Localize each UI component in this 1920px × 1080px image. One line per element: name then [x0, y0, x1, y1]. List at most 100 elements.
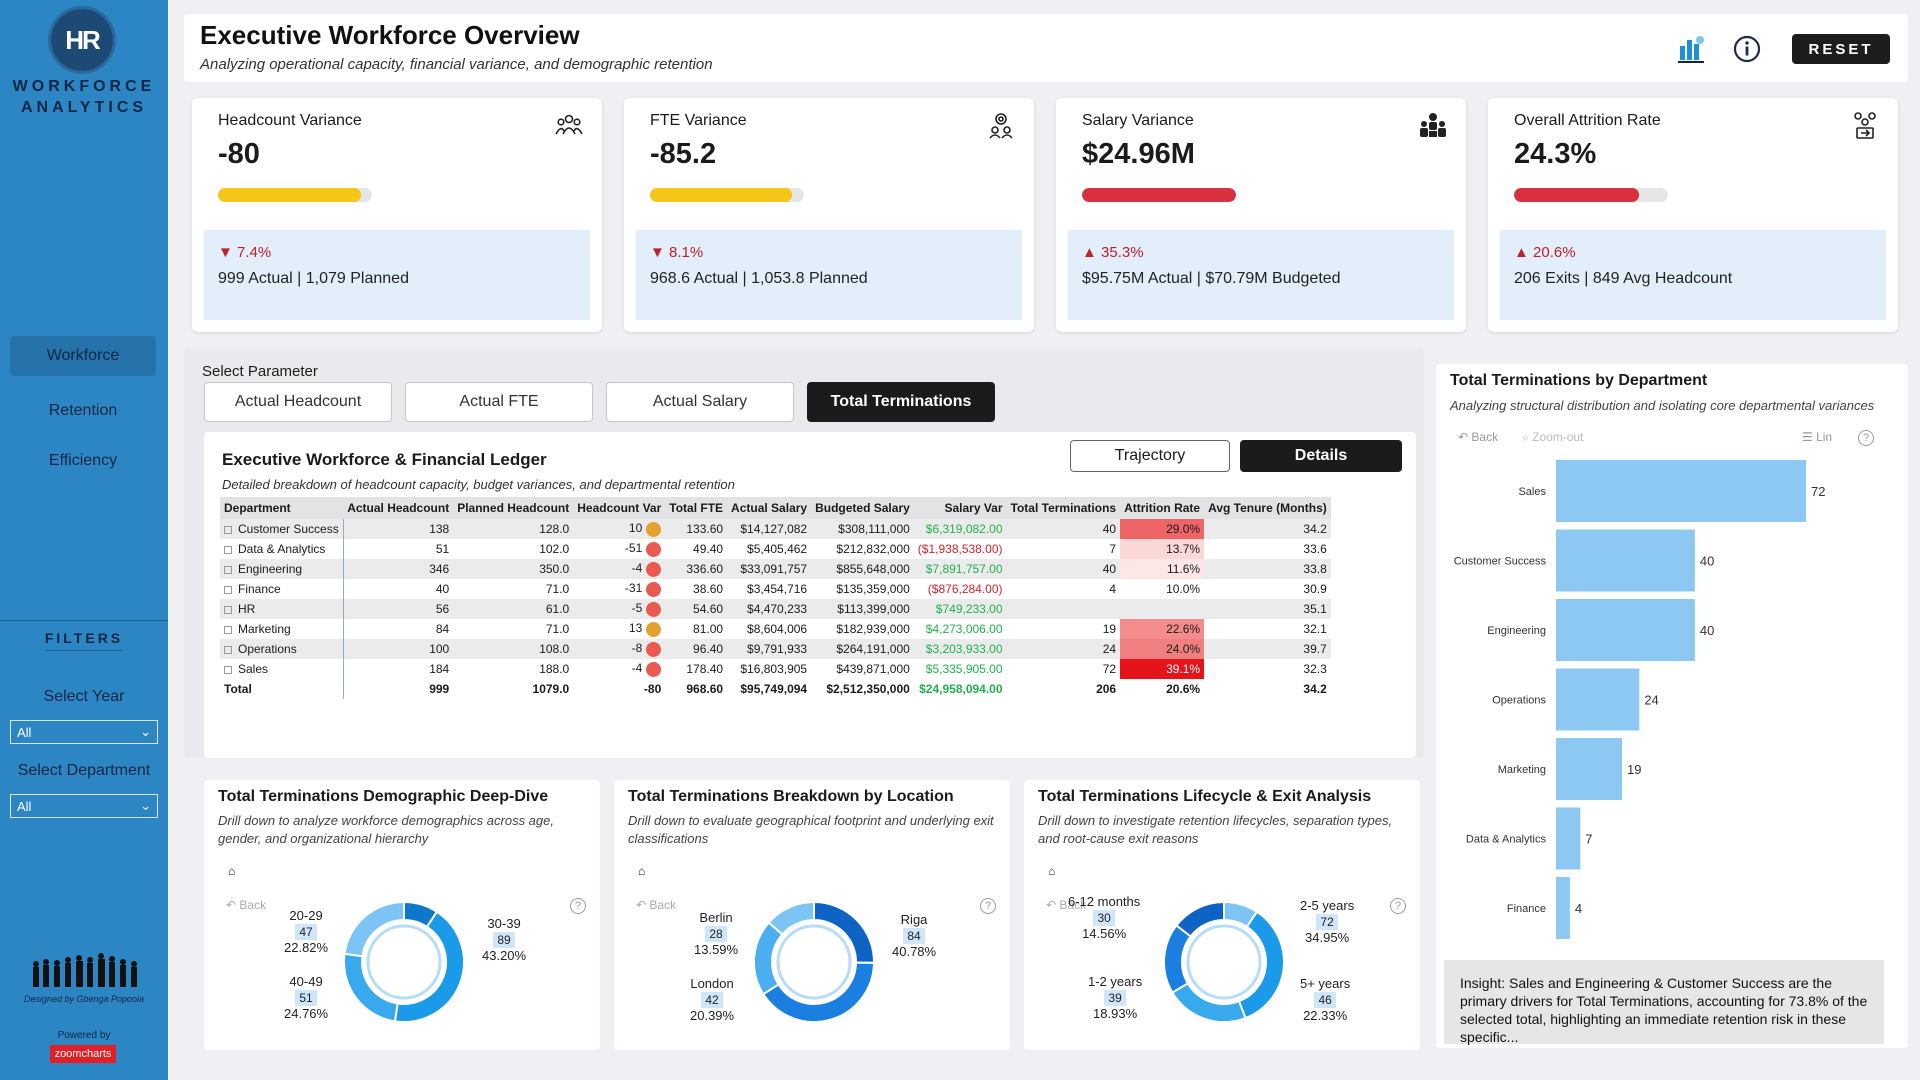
back-button[interactable]: ↶ Back: [226, 898, 266, 912]
donut-slice[interactable]: [767, 900, 815, 936]
zoom-out-button[interactable]: ⌕ Zoom-out: [1522, 430, 1583, 445]
column-header[interactable]: Planned Headcount: [453, 497, 574, 519]
bar-data-analytics[interactable]: [1556, 807, 1581, 870]
back-button[interactable]: ↶ Back: [636, 898, 676, 912]
department-select[interactable]: All ⌄: [10, 794, 158, 818]
details-button[interactable]: Details: [1240, 440, 1402, 472]
ai-chart-icon[interactable]: [1674, 32, 1708, 66]
slice-label: 20-29: [289, 908, 323, 923]
cell-bs: $855,648,000: [811, 559, 914, 579]
home-icon[interactable]: ⌂: [1048, 864, 1056, 878]
bar-marketing[interactable]: [1556, 738, 1622, 800]
table-row[interactable]: Marketing 84 71.0 13 81.00 $8,604,006 $182,939…: [220, 619, 1331, 639]
donut-label-1-2-years: 1-2 years 39 18.93%: [1088, 974, 1142, 1022]
value-label: 7: [1585, 832, 1592, 847]
table-row[interactable]: Customer Success 138 128.0 10 133.60 $14,127,…: [220, 519, 1331, 539]
table-row[interactable]: Finance 40 71.0 -31 38.60 $3,454,716 $135,359,…: [220, 579, 1331, 599]
donut-slice[interactable]: [343, 952, 399, 1023]
cell-dept: Finance: [220, 579, 344, 599]
donut-chart[interactable]: [744, 892, 884, 1032]
department-bar-chart[interactable]: Sales 72 Customer Success 40 Engineering 40 Op…: [1440, 452, 1900, 952]
column-header[interactable]: Total Terminations: [1006, 497, 1121, 519]
cell-ah: 346: [343, 559, 454, 579]
column-header[interactable]: Department: [220, 497, 344, 519]
cell-fte: 968.60: [665, 679, 727, 699]
expand-icon[interactable]: [224, 585, 232, 594]
nav-retention[interactable]: Retention: [48, 402, 118, 419]
column-header[interactable]: Budgeted Salary: [811, 497, 914, 519]
column-header[interactable]: Actual Salary: [727, 497, 812, 519]
info-icon[interactable]: [1732, 34, 1762, 64]
expand-icon[interactable]: [224, 665, 232, 674]
bar-customer-success[interactable]: [1556, 529, 1695, 592]
people-silhouette-icon: [33, 953, 137, 987]
table-row[interactable]: Data & Analytics 51 102.0 -51 49.40 $5,405,46…: [220, 539, 1331, 559]
column-header[interactable]: Headcount Var: [573, 497, 666, 519]
linear-scale-toggle[interactable]: ☰ Lin: [1802, 430, 1832, 444]
cell-dept: Total: [220, 679, 344, 699]
nav-workforce[interactable]: Workforce: [10, 336, 156, 376]
department-chart-title: Total Terminations by Department: [1450, 372, 1708, 389]
donut-slice[interactable]: [343, 900, 405, 958]
donut-chart[interactable]: [334, 892, 474, 1032]
help-icon[interactable]: ?: [980, 898, 996, 914]
column-header[interactable]: Avg Tenure (Months): [1204, 497, 1331, 519]
param-total-terminations[interactable]: Total Terminations: [807, 382, 995, 422]
donut-slice[interactable]: [813, 900, 875, 964]
column-header[interactable]: Salary Var: [913, 497, 1007, 519]
bar-sales[interactable]: [1556, 460, 1806, 522]
table-row[interactable]: Operations 100 108.0 -8 96.40 $9,791,933 $264,…: [220, 639, 1331, 659]
cell-tn: 30.9: [1204, 579, 1331, 599]
zoomcharts-logo[interactable]: zoomcharts: [50, 1045, 116, 1063]
back-button[interactable]: ↶ Back: [1458, 430, 1498, 444]
help-icon[interactable]: ?: [1858, 430, 1874, 446]
category-label: Finance: [1507, 903, 1546, 915]
expand-icon[interactable]: [224, 525, 232, 534]
cell-text: 133.60: [686, 522, 724, 536]
category-label: Operations: [1492, 695, 1546, 707]
expand-icon[interactable]: [224, 565, 232, 574]
cell-ah: 999: [343, 679, 453, 699]
table-row[interactable]: HR 56 61.0 -5 54.60 $4,470,233 $113,399,000 $74…: [220, 599, 1331, 619]
cell-text: 20.6%: [1166, 682, 1201, 696]
expand-icon[interactable]: [224, 625, 232, 634]
param-actual-fte[interactable]: Actual FTE: [405, 382, 593, 422]
nav-efficiency[interactable]: Efficiency: [48, 452, 118, 469]
year-select[interactable]: All ⌄: [10, 720, 158, 744]
cell-sv: $24,958,094.00: [914, 679, 1007, 699]
donut-slice[interactable]: [1175, 900, 1225, 938]
column-header[interactable]: Attrition Rate: [1120, 497, 1205, 519]
cell-text: 968.60: [686, 682, 724, 696]
cell-text: 32.3: [1303, 662, 1327, 676]
donut-chart[interactable]: [1154, 892, 1294, 1032]
column-header[interactable]: Actual Headcount: [343, 497, 454, 519]
expand-icon[interactable]: [224, 605, 232, 614]
donut-slice[interactable]: [1237, 910, 1285, 1020]
bar-operations[interactable]: [1556, 668, 1640, 731]
table-total-row[interactable]: Total 999 1079.0 -80 968.60 $95,749,094 $2,512…: [220, 679, 1331, 699]
expand-icon[interactable]: [224, 645, 232, 654]
cell-text: Data & Analytics: [238, 542, 326, 556]
trajectory-button[interactable]: Trajectory: [1070, 440, 1230, 472]
home-icon[interactable]: ⌂: [638, 864, 646, 878]
param-actual-headcount[interactable]: Actual Headcount: [204, 382, 392, 422]
param-actual-salary[interactable]: Actual Salary: [606, 382, 794, 422]
table-header-row: Department Actual Headcount Planned Headco…: [220, 497, 1331, 519]
cell-text: $95,749,094: [740, 682, 808, 696]
donut-slice[interactable]: [1170, 981, 1247, 1023]
bar-finance[interactable]: [1556, 877, 1570, 939]
cell-text: 19: [1102, 622, 1117, 636]
table-row[interactable]: Sales 184 188.0 -4 178.40 $16,803,905 $439,871…: [220, 659, 1331, 679]
help-icon[interactable]: ?: [1390, 898, 1406, 914]
cell-ar: 20.6%: [1120, 679, 1204, 699]
table-row[interactable]: Engineering 346 350.0 -4 336.60 $33,091,757 $8…: [220, 559, 1331, 579]
help-icon[interactable]: ?: [570, 898, 586, 914]
bar-engineering[interactable]: [1556, 599, 1695, 661]
donut-slice[interactable]: [393, 910, 465, 1023]
column-header[interactable]: Total FTE: [665, 497, 728, 519]
reset-button[interactable]: RESET: [1792, 34, 1890, 64]
kpi-title: Salary Variance: [1082, 112, 1194, 129]
expand-icon[interactable]: [224, 545, 232, 554]
home-icon[interactable]: ⌂: [228, 864, 236, 878]
back-button[interactable]: ↶ Back: [1046, 898, 1086, 912]
